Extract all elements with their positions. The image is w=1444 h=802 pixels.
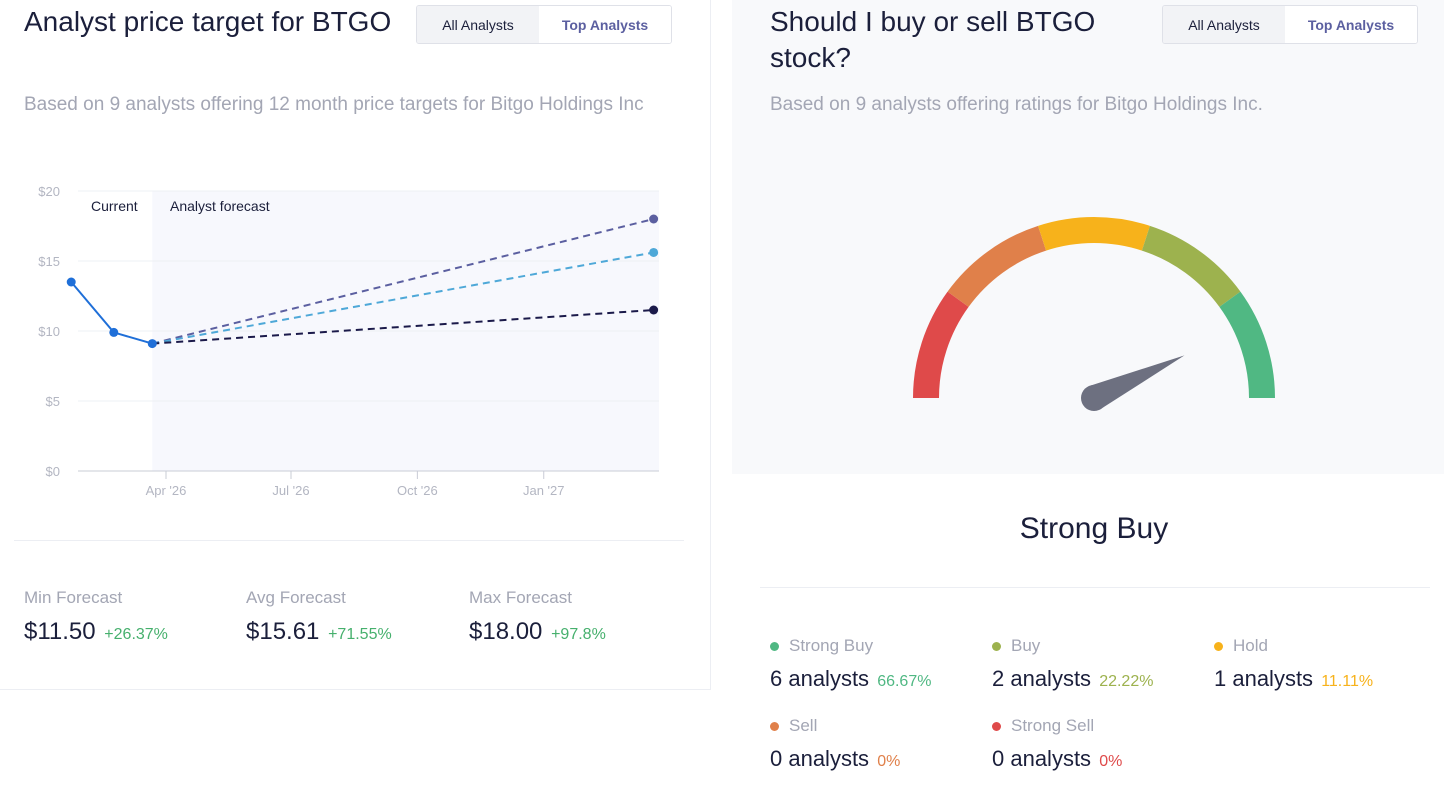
buy-dot (992, 641, 1001, 651)
min-forecast: Min Forecast $11.50 +26.37% (24, 588, 168, 646)
avg-forecast-label: Avg Forecast (246, 588, 346, 607)
history-point (147, 339, 157, 349)
y-tick-label: $20 (38, 184, 60, 199)
rating-label: Strong Buy (789, 636, 874, 655)
min-forecast-value: $11.50 (24, 618, 96, 645)
rating-gauge (913, 217, 1275, 411)
x-tick-label: Jan '27 (523, 483, 565, 498)
all-analysts-button[interactable]: All Analysts (417, 6, 540, 43)
y-tick-label: $10 (38, 324, 60, 339)
forecast-line (152, 218, 654, 345)
avg-forecast: Avg Forecast $15.61 +71.55% (246, 588, 392, 646)
rating-label: Buy (1011, 636, 1041, 655)
rating-pct: 11.11% (1321, 673, 1374, 690)
price-target-title: Analyst price target for BTGO (24, 6, 392, 37)
rating-pct: 22.22% (1099, 673, 1154, 690)
y-tick-label: $15 (38, 254, 60, 269)
gauge-needle (1088, 355, 1185, 410)
rating-count: 0 analysts (992, 746, 1092, 771)
all-analysts-button[interactable]: All Analysts (1163, 6, 1286, 43)
rating-hold: Hold 1 analysts 11.11% (1214, 636, 1373, 692)
min-forecast-label: Min Forecast (24, 588, 123, 607)
rating-strong-sell: Strong Sell 0 analysts 0% (992, 716, 1122, 772)
y-tick-label: $5 (46, 394, 60, 409)
divider (760, 587, 1430, 588)
rating-strong-buy: Strong Buy 6 analysts 66.67% (770, 636, 931, 692)
forecast-target-point (649, 305, 659, 315)
current-region-label: Current (91, 198, 138, 214)
rating-buy: Buy 2 analysts 22.22% (992, 636, 1153, 692)
rating-label: Sell (789, 716, 818, 735)
rating-count: 0 analysts (770, 746, 870, 771)
gauge-segment (1038, 217, 1150, 251)
forecast-target-point (649, 247, 659, 257)
rating-analyst-toggle: All Analysts Top Analysts (1162, 5, 1418, 44)
forecast-target-point (649, 214, 659, 224)
rating-verdict: Strong Buy (1019, 512, 1169, 545)
strong-buy-dot (770, 641, 779, 651)
avg-forecast-pct: +71.55% (328, 626, 392, 643)
gauge-segment (947, 225, 1047, 307)
strong-sell-dot (992, 721, 1001, 731)
rating-count: 6 analysts (770, 666, 870, 691)
gauge-segment (913, 291, 969, 398)
avg-forecast-value: $15.61 (246, 618, 320, 645)
top-analysts-button[interactable]: Top Analysts (1285, 6, 1417, 43)
history-point (66, 277, 76, 287)
rating-pct: 0% (877, 753, 901, 770)
forecast-region-label: Analyst forecast (170, 198, 270, 214)
buy-sell-subtitle: Based on 9 analysts offering ratings for… (770, 94, 1263, 115)
rating-label: Strong Sell (1011, 716, 1095, 735)
rating-pct: 0% (1099, 753, 1123, 770)
x-tick-label: Oct '26 (397, 483, 438, 498)
gauge-segment (1219, 291, 1275, 398)
max-forecast-label: Max Forecast (469, 588, 572, 607)
price-target-chart: $0 $5 $10 $15 $20 Apr '26 Jul '26 Oct '26 Jan '2… (0, 170, 700, 510)
gauge-segment (1141, 225, 1241, 307)
rating-pct: 66.67% (877, 673, 932, 690)
buy-sell-panel: Should I buy or sell BTGO stock? All Ana… (732, 0, 1444, 802)
x-tick-label: Apr '26 (146, 483, 187, 498)
forecast-line (152, 251, 654, 345)
y-tick-label: $0 (46, 464, 60, 479)
top-analysts-button[interactable]: Top Analysts (539, 6, 671, 43)
rating-count: 1 analysts (1214, 666, 1314, 691)
divider (14, 540, 684, 541)
min-forecast-pct: +26.37% (104, 626, 168, 643)
hold-dot (1214, 641, 1223, 651)
rating-count: 2 analysts (992, 666, 1092, 691)
rating-sell: Sell 0 analysts 0% (770, 716, 900, 772)
history-point (109, 327, 119, 337)
price-target-analyst-toggle: All Analysts Top Analysts (416, 5, 672, 44)
gauge-needle-hub (1081, 385, 1107, 411)
price-target-panel: Analyst price target for BTGO All Analys… (0, 0, 711, 690)
x-tick-label: Jul '26 (272, 483, 309, 498)
rating-label: Hold (1233, 636, 1268, 655)
price-chart-svg: $0 $5 $10 $15 $20 Apr '26 Jul '26 Oct '26 Jan '2… (38, 184, 659, 498)
buy-sell-title: Should I buy or sell BTGO stock? (770, 6, 1096, 73)
max-forecast: Max Forecast $18.00 +97.8% (469, 588, 606, 646)
max-forecast-pct: +97.8% (551, 626, 606, 643)
price-target-subtitle: Based on 9 analysts offering 12 month pr… (24, 94, 644, 115)
sell-dot (770, 721, 779, 731)
max-forecast-value: $18.00 (469, 618, 543, 645)
